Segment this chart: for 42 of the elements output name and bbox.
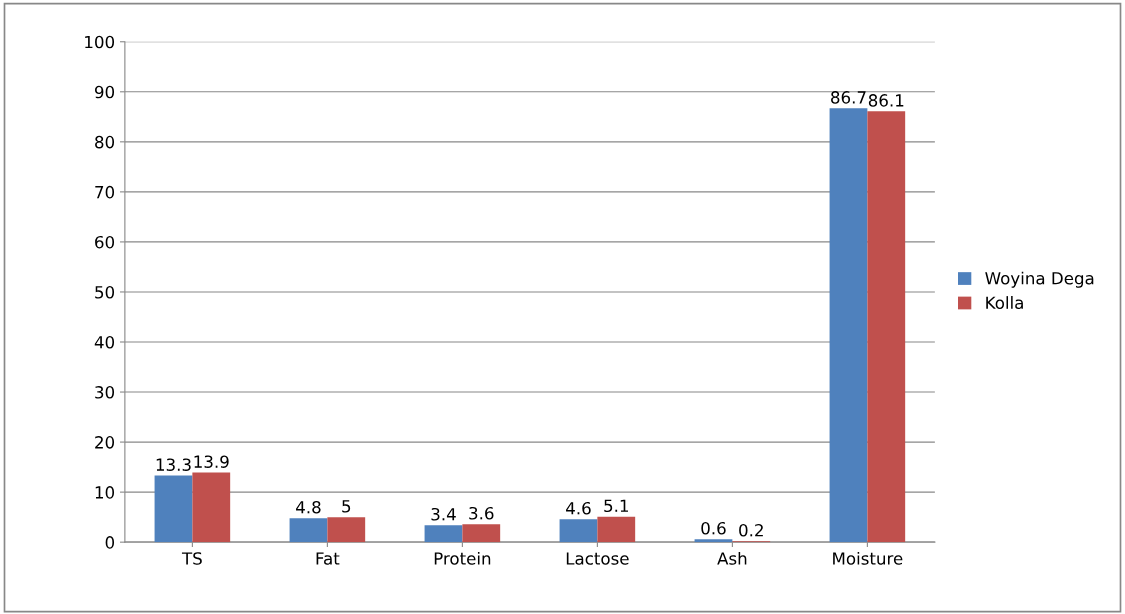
y-tick-label: 40 <box>94 335 115 349</box>
data-label: 86.1 <box>868 94 904 107</box>
bar <box>462 524 501 543</box>
y-tick-label: 60 <box>95 235 115 249</box>
bar <box>192 472 231 543</box>
y-tick-label: 80 <box>95 135 115 149</box>
data-label: 4.8 <box>296 500 321 514</box>
y-tick-label: 10 <box>95 486 115 499</box>
y-tick-label: 20 <box>95 436 115 449</box>
y-tick-label: 90 <box>94 85 115 99</box>
bar <box>289 518 328 543</box>
data-label: 4.6 <box>566 501 591 515</box>
y-tick-label: 0 <box>105 536 115 549</box>
data-label: 3.6 <box>469 506 494 520</box>
legend-label: Kolla <box>986 296 1023 310</box>
bar <box>424 525 463 543</box>
x-tick-label: Lactose <box>566 552 629 565</box>
y-tick-label: 70 <box>95 185 115 199</box>
bar <box>867 111 906 543</box>
bar <box>694 539 733 543</box>
x-tick-label: TS <box>181 552 202 565</box>
data-label: 13.3 <box>156 458 191 471</box>
bar <box>829 108 868 543</box>
data-label: 13.9 <box>194 455 229 468</box>
y-tick-label: 100 <box>85 35 115 49</box>
x-tick-label: Fat <box>316 552 340 565</box>
data-label: 5 <box>342 500 351 513</box>
bar <box>559 519 598 543</box>
data-label: 86.7 <box>831 91 866 104</box>
x-tick-label: Protein <box>434 551 491 565</box>
y-tick-label: 50 <box>95 285 115 299</box>
bar <box>597 516 636 543</box>
x-tick-label: Ash <box>717 551 747 565</box>
data-label: 3.4 <box>431 507 456 521</box>
data-label: 0.2 <box>739 523 763 537</box>
x-tick-label: Moisture <box>833 551 903 565</box>
data-label: 0.6 <box>701 521 726 535</box>
bar <box>327 517 366 543</box>
legend-label: Woyina Dega <box>985 271 1094 288</box>
bar <box>154 475 193 543</box>
data-label: 5.1 <box>604 499 628 513</box>
y-tick-label: 30 <box>95 386 115 399</box>
